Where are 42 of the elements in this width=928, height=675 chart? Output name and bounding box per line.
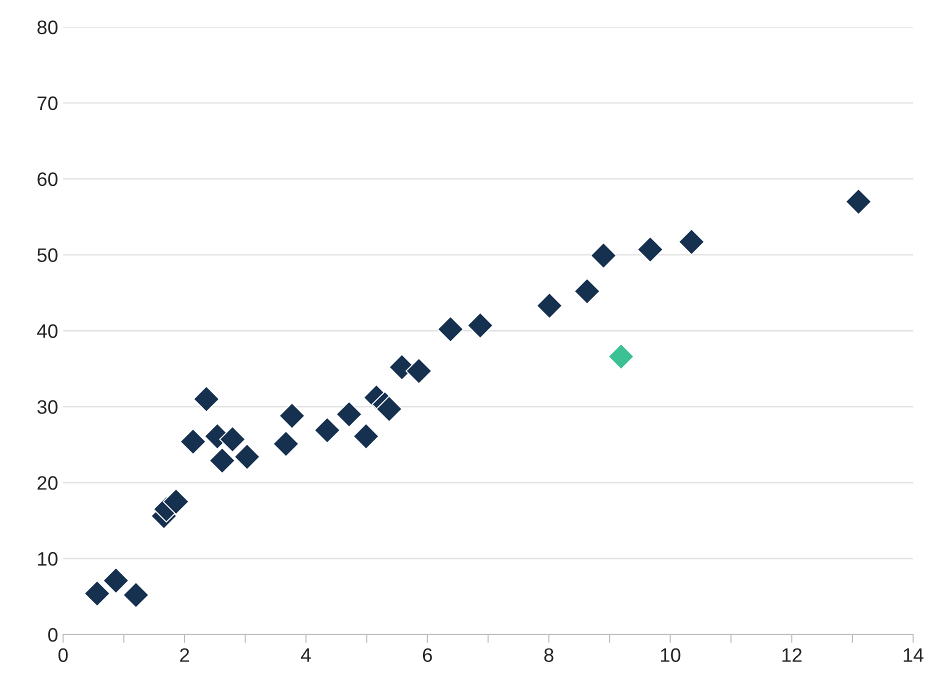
point bbox=[180, 428, 206, 455]
point bbox=[437, 316, 464, 343]
point bbox=[406, 358, 432, 384]
y-tick-label: 10 bbox=[38, 552, 58, 566]
x-tick-label: 8 bbox=[544, 648, 554, 662]
point bbox=[102, 567, 130, 594]
point bbox=[208, 447, 236, 474]
y-tick-label: 0 bbox=[48, 628, 58, 642]
y-tick-label: 20 bbox=[38, 476, 58, 490]
point bbox=[466, 312, 494, 339]
point bbox=[845, 188, 872, 216]
point bbox=[193, 386, 220, 412]
y-tick-label: 50 bbox=[37, 248, 58, 262]
point bbox=[678, 228, 705, 256]
y-tick-label: 80 bbox=[37, 20, 58, 34]
x-tick-label: 4 bbox=[301, 648, 311, 662]
point bbox=[219, 426, 246, 453]
point bbox=[376, 396, 403, 422]
point bbox=[278, 402, 306, 430]
x-tick-label: 0 bbox=[58, 648, 68, 662]
point bbox=[234, 443, 260, 470]
point bbox=[84, 580, 110, 607]
point bbox=[590, 242, 617, 269]
point bbox=[352, 422, 380, 450]
x-tick-label: 14 bbox=[904, 648, 924, 662]
x-tick-label: 10 bbox=[660, 648, 680, 662]
y-tick-label: 30 bbox=[37, 400, 58, 414]
point bbox=[574, 278, 600, 305]
point bbox=[336, 400, 362, 428]
x-tick-label: 6 bbox=[422, 648, 432, 662]
x-tick-label: 12 bbox=[782, 648, 802, 662]
point bbox=[608, 343, 634, 370]
point bbox=[122, 582, 150, 608]
point bbox=[162, 488, 190, 515]
point bbox=[536, 292, 563, 320]
point bbox=[314, 416, 341, 444]
point bbox=[636, 236, 664, 263]
y-tick-label: 40 bbox=[37, 324, 58, 338]
point bbox=[272, 430, 300, 458]
y-tick-label: 70 bbox=[38, 96, 58, 110]
y-tick-label: 60 bbox=[38, 172, 58, 186]
x-tick-label: 2 bbox=[180, 648, 189, 662]
